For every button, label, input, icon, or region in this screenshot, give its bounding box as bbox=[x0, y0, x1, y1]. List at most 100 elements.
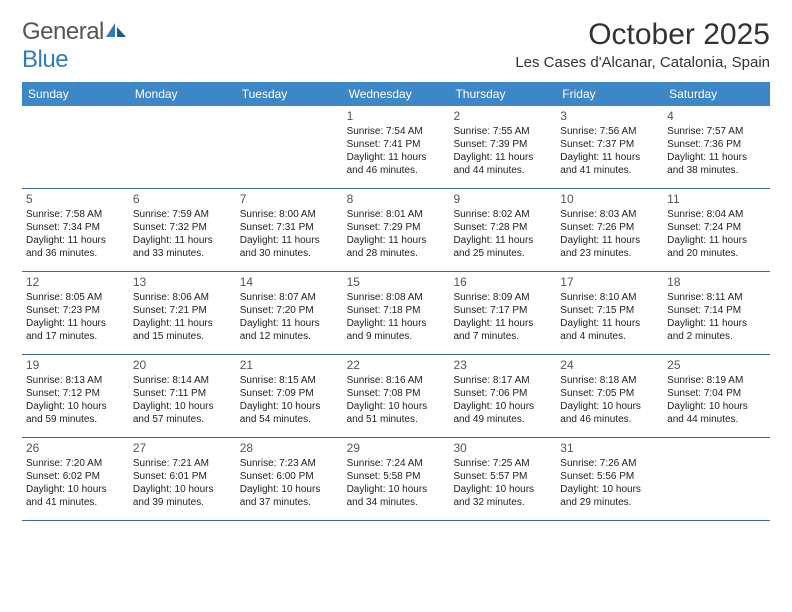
day-number: 2 bbox=[453, 109, 552, 125]
header: General Blue October 2025 Les Cases d'Al… bbox=[22, 18, 770, 74]
daylight-text: Daylight: 10 hours bbox=[240, 400, 339, 413]
day-cell: 27Sunrise: 7:21 AMSunset: 6:01 PMDayligh… bbox=[129, 438, 236, 520]
sunset-text: Sunset: 7:09 PM bbox=[240, 387, 339, 400]
daylight-text: and 30 minutes. bbox=[240, 247, 339, 260]
dow-monday: Monday bbox=[129, 82, 236, 106]
sunset-text: Sunset: 5:57 PM bbox=[453, 470, 552, 483]
daylight-text: Daylight: 11 hours bbox=[240, 317, 339, 330]
day-cell: 31Sunrise: 7:26 AMSunset: 5:56 PMDayligh… bbox=[556, 438, 663, 520]
day-cell: 12Sunrise: 8:05 AMSunset: 7:23 PMDayligh… bbox=[22, 272, 129, 354]
sunrise-text: Sunrise: 8:08 AM bbox=[347, 291, 446, 304]
week-row: 26Sunrise: 7:20 AMSunset: 6:02 PMDayligh… bbox=[22, 438, 770, 521]
day-number: 3 bbox=[560, 109, 659, 125]
day-number: 13 bbox=[133, 275, 232, 291]
daylight-text: Daylight: 10 hours bbox=[26, 400, 125, 413]
sunset-text: Sunset: 7:18 PM bbox=[347, 304, 446, 317]
day-cell: 17Sunrise: 8:10 AMSunset: 7:15 PMDayligh… bbox=[556, 272, 663, 354]
sunset-text: Sunset: 7:31 PM bbox=[240, 221, 339, 234]
sunset-text: Sunset: 7:14 PM bbox=[667, 304, 766, 317]
daylight-text: Daylight: 11 hours bbox=[560, 317, 659, 330]
location: Les Cases d'Alcanar, Catalonia, Spain bbox=[515, 54, 770, 71]
daylight-text: and 2 minutes. bbox=[667, 330, 766, 343]
daylight-text: and 34 minutes. bbox=[347, 496, 446, 509]
day-number: 6 bbox=[133, 192, 232, 208]
sunrise-text: Sunrise: 7:26 AM bbox=[560, 457, 659, 470]
logo: General Blue bbox=[22, 18, 128, 74]
day-number: 24 bbox=[560, 358, 659, 374]
daylight-text: and 7 minutes. bbox=[453, 330, 552, 343]
sunset-text: Sunset: 6:01 PM bbox=[133, 470, 232, 483]
sunrise-text: Sunrise: 7:20 AM bbox=[26, 457, 125, 470]
daylight-text: and 32 minutes. bbox=[453, 496, 552, 509]
daylight-text: and 15 minutes. bbox=[133, 330, 232, 343]
dow-sunday: Sunday bbox=[22, 82, 129, 106]
sunrise-text: Sunrise: 7:56 AM bbox=[560, 125, 659, 138]
day-number: 16 bbox=[453, 275, 552, 291]
daylight-text: and 36 minutes. bbox=[26, 247, 125, 260]
day-number: 26 bbox=[26, 441, 125, 457]
week-row: 12Sunrise: 8:05 AMSunset: 7:23 PMDayligh… bbox=[22, 272, 770, 355]
day-number: 11 bbox=[667, 192, 766, 208]
day-number: 22 bbox=[347, 358, 446, 374]
day-number: 23 bbox=[453, 358, 552, 374]
sunrise-text: Sunrise: 8:14 AM bbox=[133, 374, 232, 387]
daylight-text: Daylight: 10 hours bbox=[133, 483, 232, 496]
day-cell: 20Sunrise: 8:14 AMSunset: 7:11 PMDayligh… bbox=[129, 355, 236, 437]
sunrise-text: Sunrise: 8:07 AM bbox=[240, 291, 339, 304]
calendar: SundayMondayTuesdayWednesdayThursdayFrid… bbox=[22, 82, 770, 521]
sunset-text: Sunset: 5:56 PM bbox=[560, 470, 659, 483]
dow-thursday: Thursday bbox=[449, 82, 556, 106]
title-block: October 2025 Les Cases d'Alcanar, Catalo… bbox=[515, 18, 770, 71]
day-cell: 1Sunrise: 7:54 AMSunset: 7:41 PMDaylight… bbox=[343, 106, 450, 188]
sunset-text: Sunset: 7:11 PM bbox=[133, 387, 232, 400]
dow-friday: Friday bbox=[556, 82, 663, 106]
daylight-text: and 25 minutes. bbox=[453, 247, 552, 260]
day-number: 1 bbox=[347, 109, 446, 125]
daylight-text: Daylight: 11 hours bbox=[26, 234, 125, 247]
sunrise-text: Sunrise: 7:24 AM bbox=[347, 457, 446, 470]
daylight-text: Daylight: 11 hours bbox=[347, 151, 446, 164]
daylight-text: and 57 minutes. bbox=[133, 413, 232, 426]
day-number: 14 bbox=[240, 275, 339, 291]
daylight-text: and 28 minutes. bbox=[347, 247, 446, 260]
daylight-text: and 37 minutes. bbox=[240, 496, 339, 509]
sunrise-text: Sunrise: 8:00 AM bbox=[240, 208, 339, 221]
day-cell: 21Sunrise: 8:15 AMSunset: 7:09 PMDayligh… bbox=[236, 355, 343, 437]
day-number: 30 bbox=[453, 441, 552, 457]
day-cell: 4Sunrise: 7:57 AMSunset: 7:36 PMDaylight… bbox=[663, 106, 770, 188]
day-number: 25 bbox=[667, 358, 766, 374]
sunset-text: Sunset: 7:36 PM bbox=[667, 138, 766, 151]
day-number: 19 bbox=[26, 358, 125, 374]
daylight-text: Daylight: 10 hours bbox=[560, 400, 659, 413]
week-row: 19Sunrise: 8:13 AMSunset: 7:12 PMDayligh… bbox=[22, 355, 770, 438]
sunset-text: Sunset: 7:21 PM bbox=[133, 304, 232, 317]
empty-cell bbox=[663, 438, 770, 520]
sunset-text: Sunset: 7:17 PM bbox=[453, 304, 552, 317]
daylight-text: and 44 minutes. bbox=[453, 164, 552, 177]
sunrise-text: Sunrise: 8:05 AM bbox=[26, 291, 125, 304]
month-title: October 2025 bbox=[515, 18, 770, 52]
day-cell: 29Sunrise: 7:24 AMSunset: 5:58 PMDayligh… bbox=[343, 438, 450, 520]
sunset-text: Sunset: 5:58 PM bbox=[347, 470, 446, 483]
daylight-text: and 38 minutes. bbox=[667, 164, 766, 177]
daylight-text: Daylight: 11 hours bbox=[26, 317, 125, 330]
day-number: 5 bbox=[26, 192, 125, 208]
daylight-text: and 44 minutes. bbox=[667, 413, 766, 426]
day-number: 10 bbox=[560, 192, 659, 208]
sunrise-text: Sunrise: 7:57 AM bbox=[667, 125, 766, 138]
sunrise-text: Sunrise: 8:15 AM bbox=[240, 374, 339, 387]
daylight-text: Daylight: 11 hours bbox=[667, 234, 766, 247]
daylight-text: and 9 minutes. bbox=[347, 330, 446, 343]
sunrise-text: Sunrise: 7:55 AM bbox=[453, 125, 552, 138]
daylight-text: Daylight: 10 hours bbox=[453, 483, 552, 496]
daylight-text: Daylight: 10 hours bbox=[667, 400, 766, 413]
day-number: 15 bbox=[347, 275, 446, 291]
daylight-text: Daylight: 11 hours bbox=[240, 234, 339, 247]
logo-word1: General bbox=[22, 18, 104, 45]
daylight-text: and 17 minutes. bbox=[26, 330, 125, 343]
day-cell: 22Sunrise: 8:16 AMSunset: 7:08 PMDayligh… bbox=[343, 355, 450, 437]
sunrise-text: Sunrise: 8:06 AM bbox=[133, 291, 232, 304]
sunset-text: Sunset: 7:06 PM bbox=[453, 387, 552, 400]
day-cell: 14Sunrise: 8:07 AMSunset: 7:20 PMDayligh… bbox=[236, 272, 343, 354]
daylight-text: and 49 minutes. bbox=[453, 413, 552, 426]
